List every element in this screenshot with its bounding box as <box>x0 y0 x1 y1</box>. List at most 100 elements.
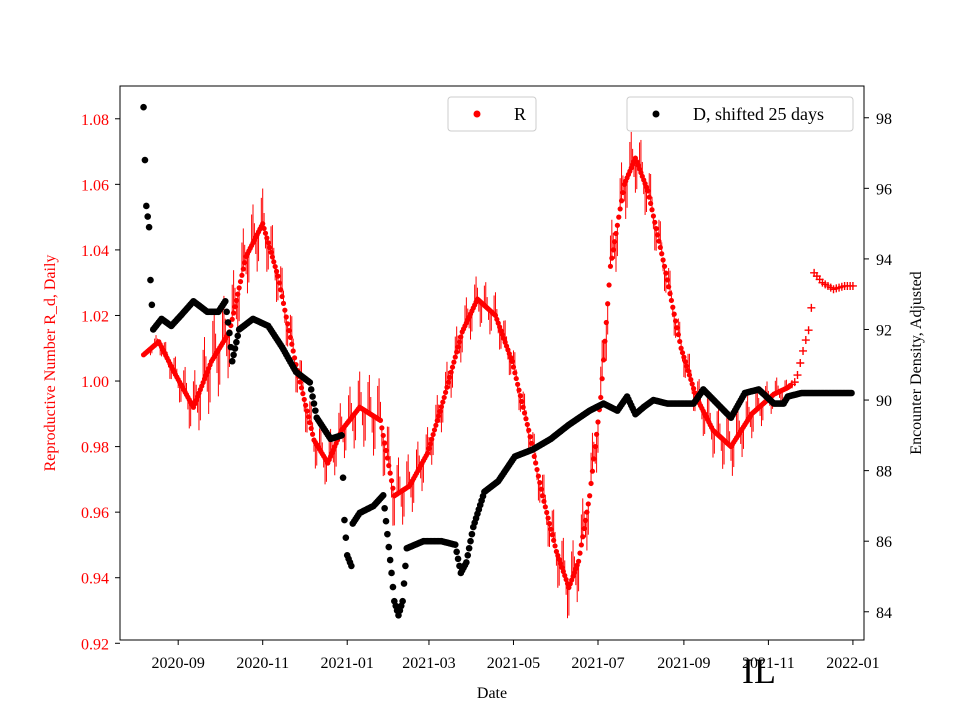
d-point <box>465 544 473 552</box>
r-point <box>650 213 657 219</box>
r-point <box>575 558 582 564</box>
r-point <box>542 504 548 510</box>
x-tick-label: 2022-01 <box>826 655 879 672</box>
d-point <box>389 583 397 591</box>
r-point <box>433 422 439 428</box>
r-point <box>553 548 560 555</box>
r-point <box>652 219 658 225</box>
d-point <box>234 332 242 340</box>
d-point <box>144 213 152 220</box>
y-left-tick-label: 0.96 <box>81 505 109 522</box>
r-point <box>382 440 388 446</box>
r-point <box>517 393 524 399</box>
d-point <box>348 562 355 570</box>
r-point <box>678 345 684 351</box>
d-point <box>382 517 390 525</box>
r-point <box>609 255 615 261</box>
r-point <box>229 316 235 322</box>
r-point <box>545 515 551 521</box>
r-point <box>387 470 393 476</box>
x-tick-label: 2020-11 <box>236 655 289 672</box>
r-point <box>275 273 281 279</box>
r-point <box>552 543 558 549</box>
legend-r-frame <box>447 96 537 132</box>
r-point <box>524 421 530 428</box>
x-tick-label: 2021-05 <box>487 655 540 672</box>
r-point <box>285 321 291 327</box>
x-tick-label: 2021-07 <box>571 655 624 672</box>
x-tick-label: 2020-09 <box>152 655 205 672</box>
d-point <box>402 562 409 570</box>
r-point <box>282 307 288 313</box>
y-right-tick-label: 88 <box>876 464 892 481</box>
x-axis-title: Date <box>477 685 507 702</box>
r-point <box>261 225 267 232</box>
d-point <box>148 301 156 309</box>
r-point <box>649 207 655 213</box>
x-tick-label: 2021-11 <box>742 655 795 672</box>
r-point <box>663 270 669 276</box>
d-point <box>379 492 387 499</box>
r-point <box>660 257 666 263</box>
r-point <box>790 378 799 387</box>
y-right-tick-label: 92 <box>876 322 892 339</box>
r-point <box>688 376 694 383</box>
d-point <box>306 379 314 386</box>
d-point <box>385 543 393 551</box>
r-point <box>377 417 384 423</box>
legend-r: R <box>447 96 537 132</box>
r-point <box>616 214 622 220</box>
d-point <box>223 308 230 316</box>
r-point <box>231 310 237 316</box>
r-point <box>430 431 436 438</box>
r-point <box>661 263 668 269</box>
r-point <box>563 576 569 583</box>
r-point <box>434 418 440 424</box>
r-point <box>283 314 289 320</box>
d-point <box>338 432 345 439</box>
r-point <box>589 468 596 474</box>
r-point <box>606 282 612 288</box>
r-point <box>588 480 594 487</box>
x-tick-label: 2021-03 <box>402 655 455 672</box>
r-point <box>535 473 542 479</box>
r-point <box>280 300 287 306</box>
r-point <box>562 572 568 579</box>
r-point <box>555 552 561 559</box>
r-point <box>595 419 601 425</box>
r-point <box>527 434 533 440</box>
d-point <box>342 534 350 541</box>
r-point <box>807 303 816 312</box>
y-left-tick-label: 1.04 <box>81 243 109 260</box>
d-point <box>386 556 394 564</box>
x-tick-label: 2021-09 <box>657 655 710 672</box>
r-point <box>605 301 611 307</box>
r-point <box>848 281 857 290</box>
d-point <box>147 276 154 284</box>
r-point <box>236 285 242 291</box>
r-point <box>303 402 309 408</box>
r-point <box>537 480 543 486</box>
y-right-tick-label: 86 <box>876 534 892 551</box>
d-point <box>339 474 347 481</box>
r-point <box>452 354 458 360</box>
d-point <box>228 357 236 365</box>
r-point <box>796 359 805 367</box>
d-point <box>310 400 318 407</box>
r-point <box>516 387 522 393</box>
d-point <box>140 103 147 111</box>
legend-r-marker <box>473 110 481 118</box>
y-axis-left-title: Reproductive Number R_d, Daily <box>42 255 59 472</box>
d-point <box>400 580 408 587</box>
r-point <box>681 354 687 360</box>
r-point <box>799 346 808 355</box>
d-point <box>307 386 315 393</box>
y-axis-right-title: Encounter Density, Adjusted <box>908 271 925 454</box>
r-point <box>600 357 607 363</box>
r-point <box>607 263 614 269</box>
y-right-tick-label: 90 <box>876 393 892 410</box>
r-point <box>546 521 553 527</box>
d-point <box>143 202 150 210</box>
legend-r-label: R <box>514 104 526 124</box>
